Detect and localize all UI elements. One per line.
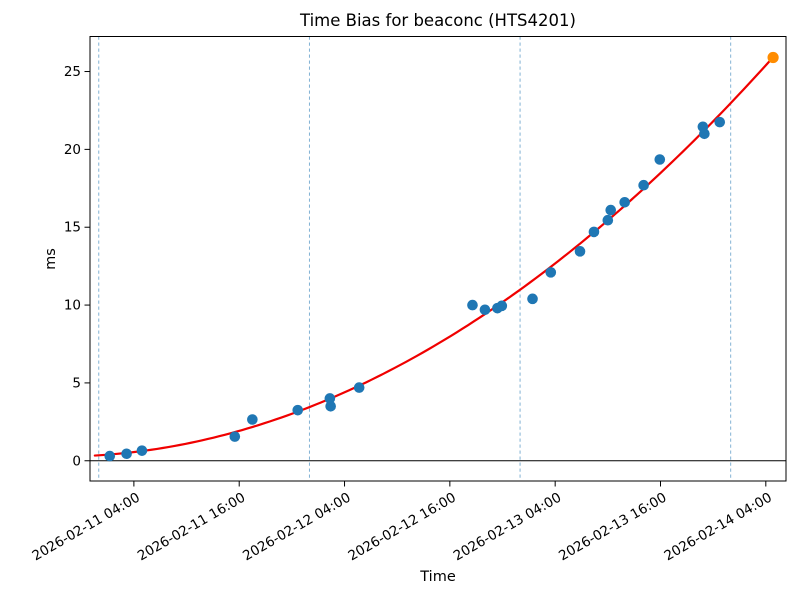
- data-point: [479, 304, 491, 316]
- x-tick-label: 2026-02-12 04:00: [240, 490, 353, 565]
- y-tick-label: 0: [72, 453, 81, 469]
- x-tick-label: 2026-02-13 16:00: [556, 490, 669, 565]
- data-point: [588, 226, 600, 238]
- x-tick-label: 2026-02-11 04:00: [30, 490, 143, 565]
- data-point: [325, 400, 336, 412]
- chart-title: Time Bias for beaconc (HTS4201): [299, 11, 576, 30]
- x-tick-label: 2026-02-12 16:00: [345, 490, 458, 565]
- data-point: [496, 300, 508, 312]
- y-axis-label: ms: [43, 248, 59, 270]
- x-tick-label: 2026-02-11 16:00: [135, 490, 248, 565]
- data-point: [714, 116, 726, 128]
- y-tick-label: 5: [72, 375, 81, 391]
- highlight-point: [767, 51, 779, 64]
- y-tick-label: 10: [64, 298, 81, 314]
- fit-curve: [93, 56, 775, 457]
- data-point: [292, 404, 304, 416]
- data-point: [104, 450, 116, 462]
- data-point: [136, 445, 148, 456]
- x-tick-label: 2026-02-13 04:00: [451, 490, 564, 565]
- data-point: [638, 179, 649, 191]
- data-point: [527, 293, 538, 305]
- y-tick-label: 25: [64, 64, 81, 80]
- data-point: [353, 382, 365, 393]
- data-point: [324, 393, 336, 404]
- gridlines-layer: [90, 36, 786, 481]
- data-point: [654, 154, 666, 165]
- data-point: [602, 214, 614, 226]
- y-tick-label: 20: [64, 142, 81, 158]
- data-point: [699, 128, 710, 140]
- data-point: [574, 246, 586, 257]
- data-layer: [93, 51, 779, 462]
- x-tick-label: 2026-02-14 04:00: [661, 490, 774, 565]
- plot-frame: [89, 36, 787, 482]
- y-tick-label: 15: [64, 220, 81, 236]
- data-point: [619, 197, 630, 208]
- x-axis-label: Time: [419, 569, 456, 585]
- data-point: [247, 414, 258, 425]
- data-point: [121, 448, 132, 460]
- data-point: [545, 267, 557, 278]
- data-point: [605, 204, 617, 216]
- data-point: [467, 299, 478, 311]
- data-point: [229, 431, 241, 442]
